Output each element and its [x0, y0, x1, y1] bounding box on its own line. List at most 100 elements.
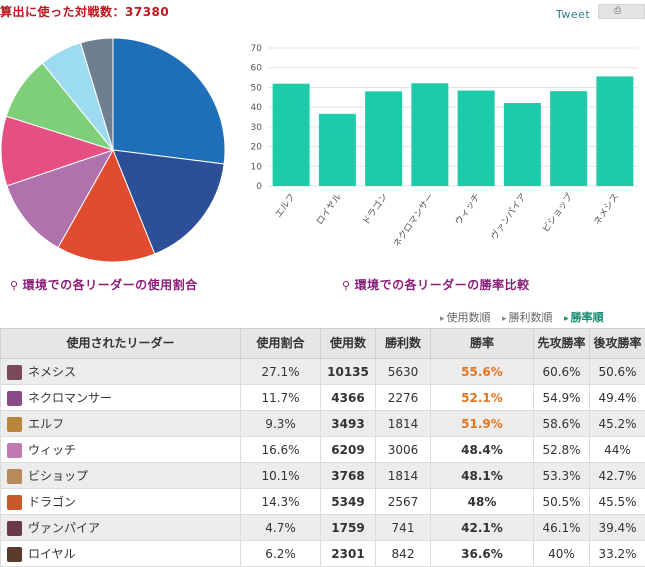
second-win-rate-cell: 42.7%: [590, 463, 645, 489]
wins-cell: 1814: [376, 463, 431, 489]
wins-cell: 1814: [376, 411, 431, 437]
battle-count-title: 算出に使った対戦数：37380: [0, 3, 169, 20]
col-header-second-win-rate[interactable]: 後攻勝率: [590, 329, 645, 359]
y-tick-label: 60: [251, 64, 263, 74]
usage-count-cell: 3493: [321, 411, 376, 437]
leader-cell: ドラゴン: [1, 489, 241, 515]
second-win-rate-cell: 45.5%: [590, 489, 645, 515]
first-win-rate-cell: 46.1%: [534, 515, 590, 541]
sort-by-usage-link[interactable]: ▸使用数順: [440, 311, 491, 324]
triangle-right-icon: ▸: [440, 314, 445, 324]
y-tick-label: 30: [251, 123, 263, 133]
second-win-rate-cell: 33.2%: [590, 541, 645, 567]
bar-caption-text: 環境での各リーダーの勝率比較: [355, 278, 530, 292]
x-tick-label: ネクロマンサー: [391, 191, 436, 249]
leader-avatar: [7, 521, 22, 536]
wins-cell: 3006: [376, 437, 431, 463]
leader-winrate-bar-chart: 010203040506070エルフロイヤルドラゴンネクロマンサーウィッチヴァン…: [240, 38, 640, 273]
col-header-wins[interactable]: 勝利数: [376, 329, 431, 359]
triangle-right-icon: ▸: [564, 314, 569, 324]
sort-by-winrate-link[interactable]: ▸勝率順: [564, 311, 604, 324]
first-win-rate-cell: 60.6%: [534, 359, 590, 385]
y-tick-label: 70: [251, 44, 263, 54]
first-win-rate-cell: 54.9%: [534, 385, 590, 411]
usage-count-cell: 10135: [321, 359, 376, 385]
col-header-win-rate[interactable]: 勝率: [431, 329, 534, 359]
col-header-leader[interactable]: 使用されたリーダー: [1, 329, 241, 359]
leader-avatar: [7, 547, 22, 562]
leader-cell: ロイヤル: [1, 541, 241, 567]
leader-stats-table: 使用されたリーダー 使用割合 使用数 勝利数 勝率 先攻勝率 後攻勝率 ネメシス…: [0, 328, 645, 567]
y-tick-label: 0: [256, 182, 262, 192]
y-tick-label: 10: [251, 162, 263, 172]
wins-cell: 2276: [376, 385, 431, 411]
leader-cell: ウィッチ: [1, 437, 241, 463]
first-win-rate-cell: 40%: [534, 541, 590, 567]
usage-count-cell: 1759: [321, 515, 376, 541]
leader-avatar: [7, 443, 22, 458]
pie-caption: ⚲環境での各リーダーの使用割合: [10, 276, 198, 293]
leader-cell: ネクロマンサー: [1, 385, 241, 411]
x-tick-label: ロイヤル: [315, 192, 344, 227]
leader-cell: ビショップ: [1, 463, 241, 489]
win-rate-cell: 55.6%: [431, 359, 534, 385]
win-rate-cell: 48%: [431, 489, 534, 515]
x-tick-label: ビショップ: [540, 191, 575, 234]
y-tick-label: 40: [251, 103, 263, 113]
x-tick-label: エルフ: [274, 192, 298, 220]
pie-slice-0: [113, 38, 225, 164]
bar-caption: ⚲ 環境での各リーダーの勝率比較: [342, 276, 530, 293]
win-rate-cell: 51.9%: [431, 411, 534, 437]
usage-rate-cell: 27.1%: [241, 359, 321, 385]
leader-avatar: [7, 469, 22, 484]
leader-cell: ヴァンパイア: [1, 515, 241, 541]
leader-avatar: [7, 417, 22, 432]
usage-rate-cell: 14.3%: [241, 489, 321, 515]
win-rate-cell: 42.1%: [431, 515, 534, 541]
second-win-rate-cell: 39.4%: [590, 515, 645, 541]
bar-7: [596, 76, 633, 186]
leader-name: エルフ: [28, 417, 64, 431]
leader-usage-pie-chart: [0, 38, 235, 263]
first-win-rate-cell: 53.3%: [534, 463, 590, 489]
y-tick-label: 20: [251, 143, 263, 153]
usage-rate-cell: 6.2%: [241, 541, 321, 567]
usage-count-cell: 4366: [321, 385, 376, 411]
usage-rate-cell: 9.3%: [241, 411, 321, 437]
leader-name: ネクロマンサー: [28, 391, 112, 405]
win-rate-cell: 48.1%: [431, 463, 534, 489]
second-win-rate-cell: 50.6%: [590, 359, 645, 385]
col-header-first-win-rate[interactable]: 先攻勝率: [534, 329, 590, 359]
share-button[interactable]: ⎙: [598, 4, 645, 19]
sort-by-wins-link[interactable]: ▸勝利数順: [502, 311, 553, 324]
table-header-row: 使用されたリーダー 使用割合 使用数 勝利数 勝率 先攻勝率 後攻勝率: [1, 329, 645, 359]
bar-2: [365, 91, 402, 186]
sort-links: ▸使用数順 ▸勝利数順 ▸勝率順: [440, 309, 612, 325]
usage-rate-cell: 11.7%: [241, 385, 321, 411]
leader-avatar: [7, 495, 22, 510]
tweet-link[interactable]: Tweet: [556, 8, 590, 21]
col-header-usage-count[interactable]: 使用数: [321, 329, 376, 359]
location-pin-icon: ⚲: [342, 279, 351, 292]
first-win-rate-cell: 50.5%: [534, 489, 590, 515]
bar-1: [319, 114, 356, 186]
usage-rate-cell: 16.6%: [241, 437, 321, 463]
win-rate-cell: 52.1%: [431, 385, 534, 411]
leader-cell: ネメシス: [1, 359, 241, 385]
usage-count-cell: 3768: [321, 463, 376, 489]
col-header-usage-rate[interactable]: 使用割合: [241, 329, 321, 359]
wins-cell: 5630: [376, 359, 431, 385]
second-win-rate-cell: 45.2%: [590, 411, 645, 437]
leader-name: ビショップ: [28, 469, 88, 483]
bar-4: [458, 91, 495, 186]
wins-cell: 842: [376, 541, 431, 567]
usage-count-cell: 5349: [321, 489, 376, 515]
